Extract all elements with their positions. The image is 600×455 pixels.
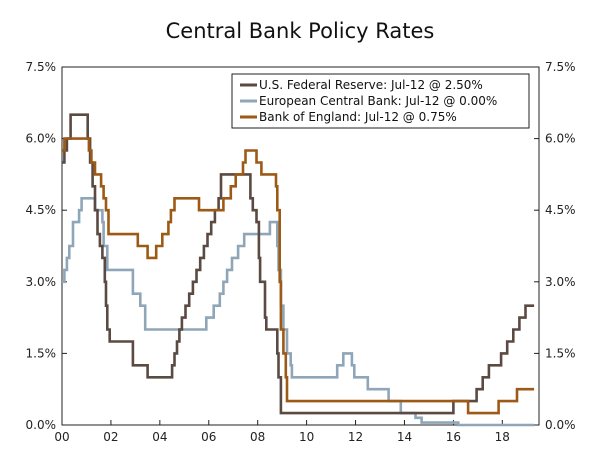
legend-label-1: European Central Bank: Jul-12 @ 0.00%	[259, 94, 497, 108]
y-tick-label-right: 7.5%	[545, 60, 576, 74]
x-tick-label: 10	[299, 430, 314, 444]
series-line-1	[62, 197, 535, 427]
axis-ticks: 0.0% 0.0% 1.5% 1.5% 3.0% 3.0% 4.5% 4.5% 6.0% 6.0%…	[26, 60, 576, 444]
y-tick-label-left: 0.0%	[26, 418, 57, 432]
x-tick-label: 04	[152, 430, 167, 444]
x-tick-label: 02	[103, 430, 118, 444]
y-tick-label-right: 0.0%	[545, 418, 576, 432]
x-tick-label: 08	[250, 430, 265, 444]
legend-label-2: Bank of England: Jul-12 @ 0.75%	[259, 110, 457, 124]
x-tick-label: 00	[54, 430, 69, 444]
legend-label-0: U.S. Federal Reserve: Jul-12 @ 2.50%	[259, 78, 483, 92]
y-tick-label-left: 4.5%	[26, 203, 57, 217]
x-tick-label: 06	[201, 430, 216, 444]
y-tick-label-right: 1.5%	[545, 346, 576, 360]
y-tick-label-left: 7.5%	[26, 60, 57, 74]
series-line-0	[62, 113, 535, 415]
chart-title: Central Bank Policy Rates	[166, 19, 435, 43]
y-tick-label-left: 1.5%	[26, 346, 57, 360]
series-lines	[62, 113, 535, 427]
y-tick-label-right: 6.0%	[545, 132, 576, 146]
legend: U.S. Federal Reserve: Jul-12 @ 2.50% Euro…	[231, 73, 530, 129]
x-tick-label: 14	[397, 430, 412, 444]
y-tick-label-left: 3.0%	[26, 275, 57, 289]
x-tick-label: 18	[495, 430, 510, 444]
x-tick-label: 12	[348, 430, 363, 444]
plot-frame	[61, 66, 540, 426]
legend-box	[231, 73, 530, 129]
y-tick-label-right: 4.5%	[545, 203, 576, 217]
series-line-2	[62, 137, 535, 415]
y-tick-label-left: 6.0%	[26, 132, 57, 146]
x-tick-label: 16	[446, 430, 461, 444]
y-tick-label-right: 3.0%	[545, 275, 576, 289]
